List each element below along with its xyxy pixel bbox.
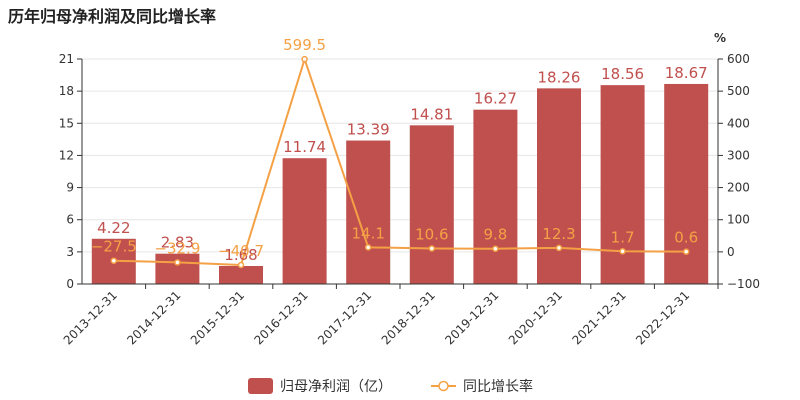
y-left-tick-label: 15: [59, 116, 74, 130]
bar-value-label: 16.27: [474, 90, 517, 108]
line-value-label: 1.7: [611, 228, 635, 246]
y-left-tick-label: 18: [59, 84, 74, 98]
line-point: [682, 248, 690, 255]
y-right-tick-label: 0: [727, 245, 735, 259]
y-left-tick-label: 0: [66, 277, 74, 291]
line-value-label: 9.8: [483, 226, 507, 244]
line-point: [237, 261, 245, 269]
line-value-label: −27.5: [91, 238, 137, 256]
y-left-tick-label: 12: [59, 148, 74, 162]
bar-value-label: 13.39: [347, 121, 390, 139]
y-left-tick-label: 9: [66, 181, 74, 195]
bar-value-label: 14.81: [410, 105, 453, 123]
bar: [346, 140, 391, 284]
x-tick-label: 2018-12-31: [379, 288, 438, 347]
line-value-label: 10.6: [415, 225, 448, 243]
line-point: [174, 259, 181, 266]
y-left-tick-label: 3: [66, 245, 74, 259]
x-tick-label: 2022-12-31: [633, 288, 692, 347]
y-right-tick-label: 300: [727, 148, 750, 162]
bar: [537, 88, 581, 284]
y-right-unit-label: %: [714, 31, 726, 45]
x-tick-label: 2017-12-31: [315, 288, 374, 347]
bar-value-label: 18.67: [665, 64, 708, 82]
bar: [282, 158, 327, 284]
legend-bar-swatch: [248, 378, 273, 394]
y-right-tick-label: −100: [727, 277, 760, 291]
x-tick-label: 2021-12-31: [570, 288, 629, 347]
line-point: [555, 244, 563, 252]
bar: [155, 253, 200, 284]
bar-value-label: 18.56: [601, 65, 644, 83]
y-left-tick-label: 21: [59, 52, 74, 66]
y-right-tick-label: 100: [727, 213, 750, 227]
chart-title: 历年归母净利润及同比增长率: [8, 7, 217, 26]
line-point: [110, 257, 118, 264]
line-point: [301, 55, 308, 63]
line-point: [428, 245, 436, 252]
bar-value-label: 2.83: [161, 234, 194, 252]
bar-value-label: 1.68: [224, 246, 257, 264]
line-value-label: −40.7: [218, 242, 264, 260]
legend[interactable]: 归母净利润（亿） 同比增长率: [248, 378, 533, 395]
growth-line: [113, 58, 687, 266]
line-value-label: 0.6: [674, 229, 698, 247]
bar-value-label: 4.22: [97, 219, 130, 237]
line-value-label: 14.1: [351, 224, 384, 242]
bar: [409, 125, 454, 284]
bar-value-label: 11.74: [283, 138, 326, 156]
y-right-tick-label: 200: [727, 181, 750, 195]
x-tick-label: 2014-12-31: [124, 288, 183, 347]
x-tick-label: 2013-12-31: [61, 288, 120, 347]
line-point: [492, 245, 499, 252]
axes: 0 3 6 9 12 15 18 21 −100 0 100 200 300 400 500 600% 2013…: [59, 31, 760, 347]
line-value-label: −32.9: [154, 239, 200, 257]
bar-value-label: 18.26: [538, 68, 581, 86]
line-point: [364, 244, 372, 251]
legend-line-label: 同比增长率: [463, 378, 533, 395]
line-value-label: 599.5: [283, 36, 326, 54]
x-tick-label: 2015-12-31: [188, 288, 247, 347]
data-labels: 4.22 2.83 1.68 11.74 13.39 14.81 16.27 18.26 18.…: [91, 36, 708, 264]
bar: [219, 266, 263, 284]
y-right-tick-label: 400: [727, 116, 750, 130]
y-right-tick-label: 500: [727, 84, 750, 98]
y-left-tick-label: 6: [66, 213, 74, 227]
bar: [473, 109, 518, 284]
line-value-label: 12.3: [542, 225, 575, 243]
x-tick-label: 2020-12-31: [506, 288, 565, 347]
legend-bar-label: 归母净利润（亿）: [280, 378, 392, 395]
x-tick-label: 2016-12-31: [252, 288, 311, 347]
line-series: [110, 55, 690, 269]
legend-line-marker: [438, 380, 449, 392]
line-point: [619, 248, 626, 255]
x-tick-label: 2019-12-31: [442, 288, 501, 347]
y-right-tick-label: 600: [727, 52, 750, 66]
